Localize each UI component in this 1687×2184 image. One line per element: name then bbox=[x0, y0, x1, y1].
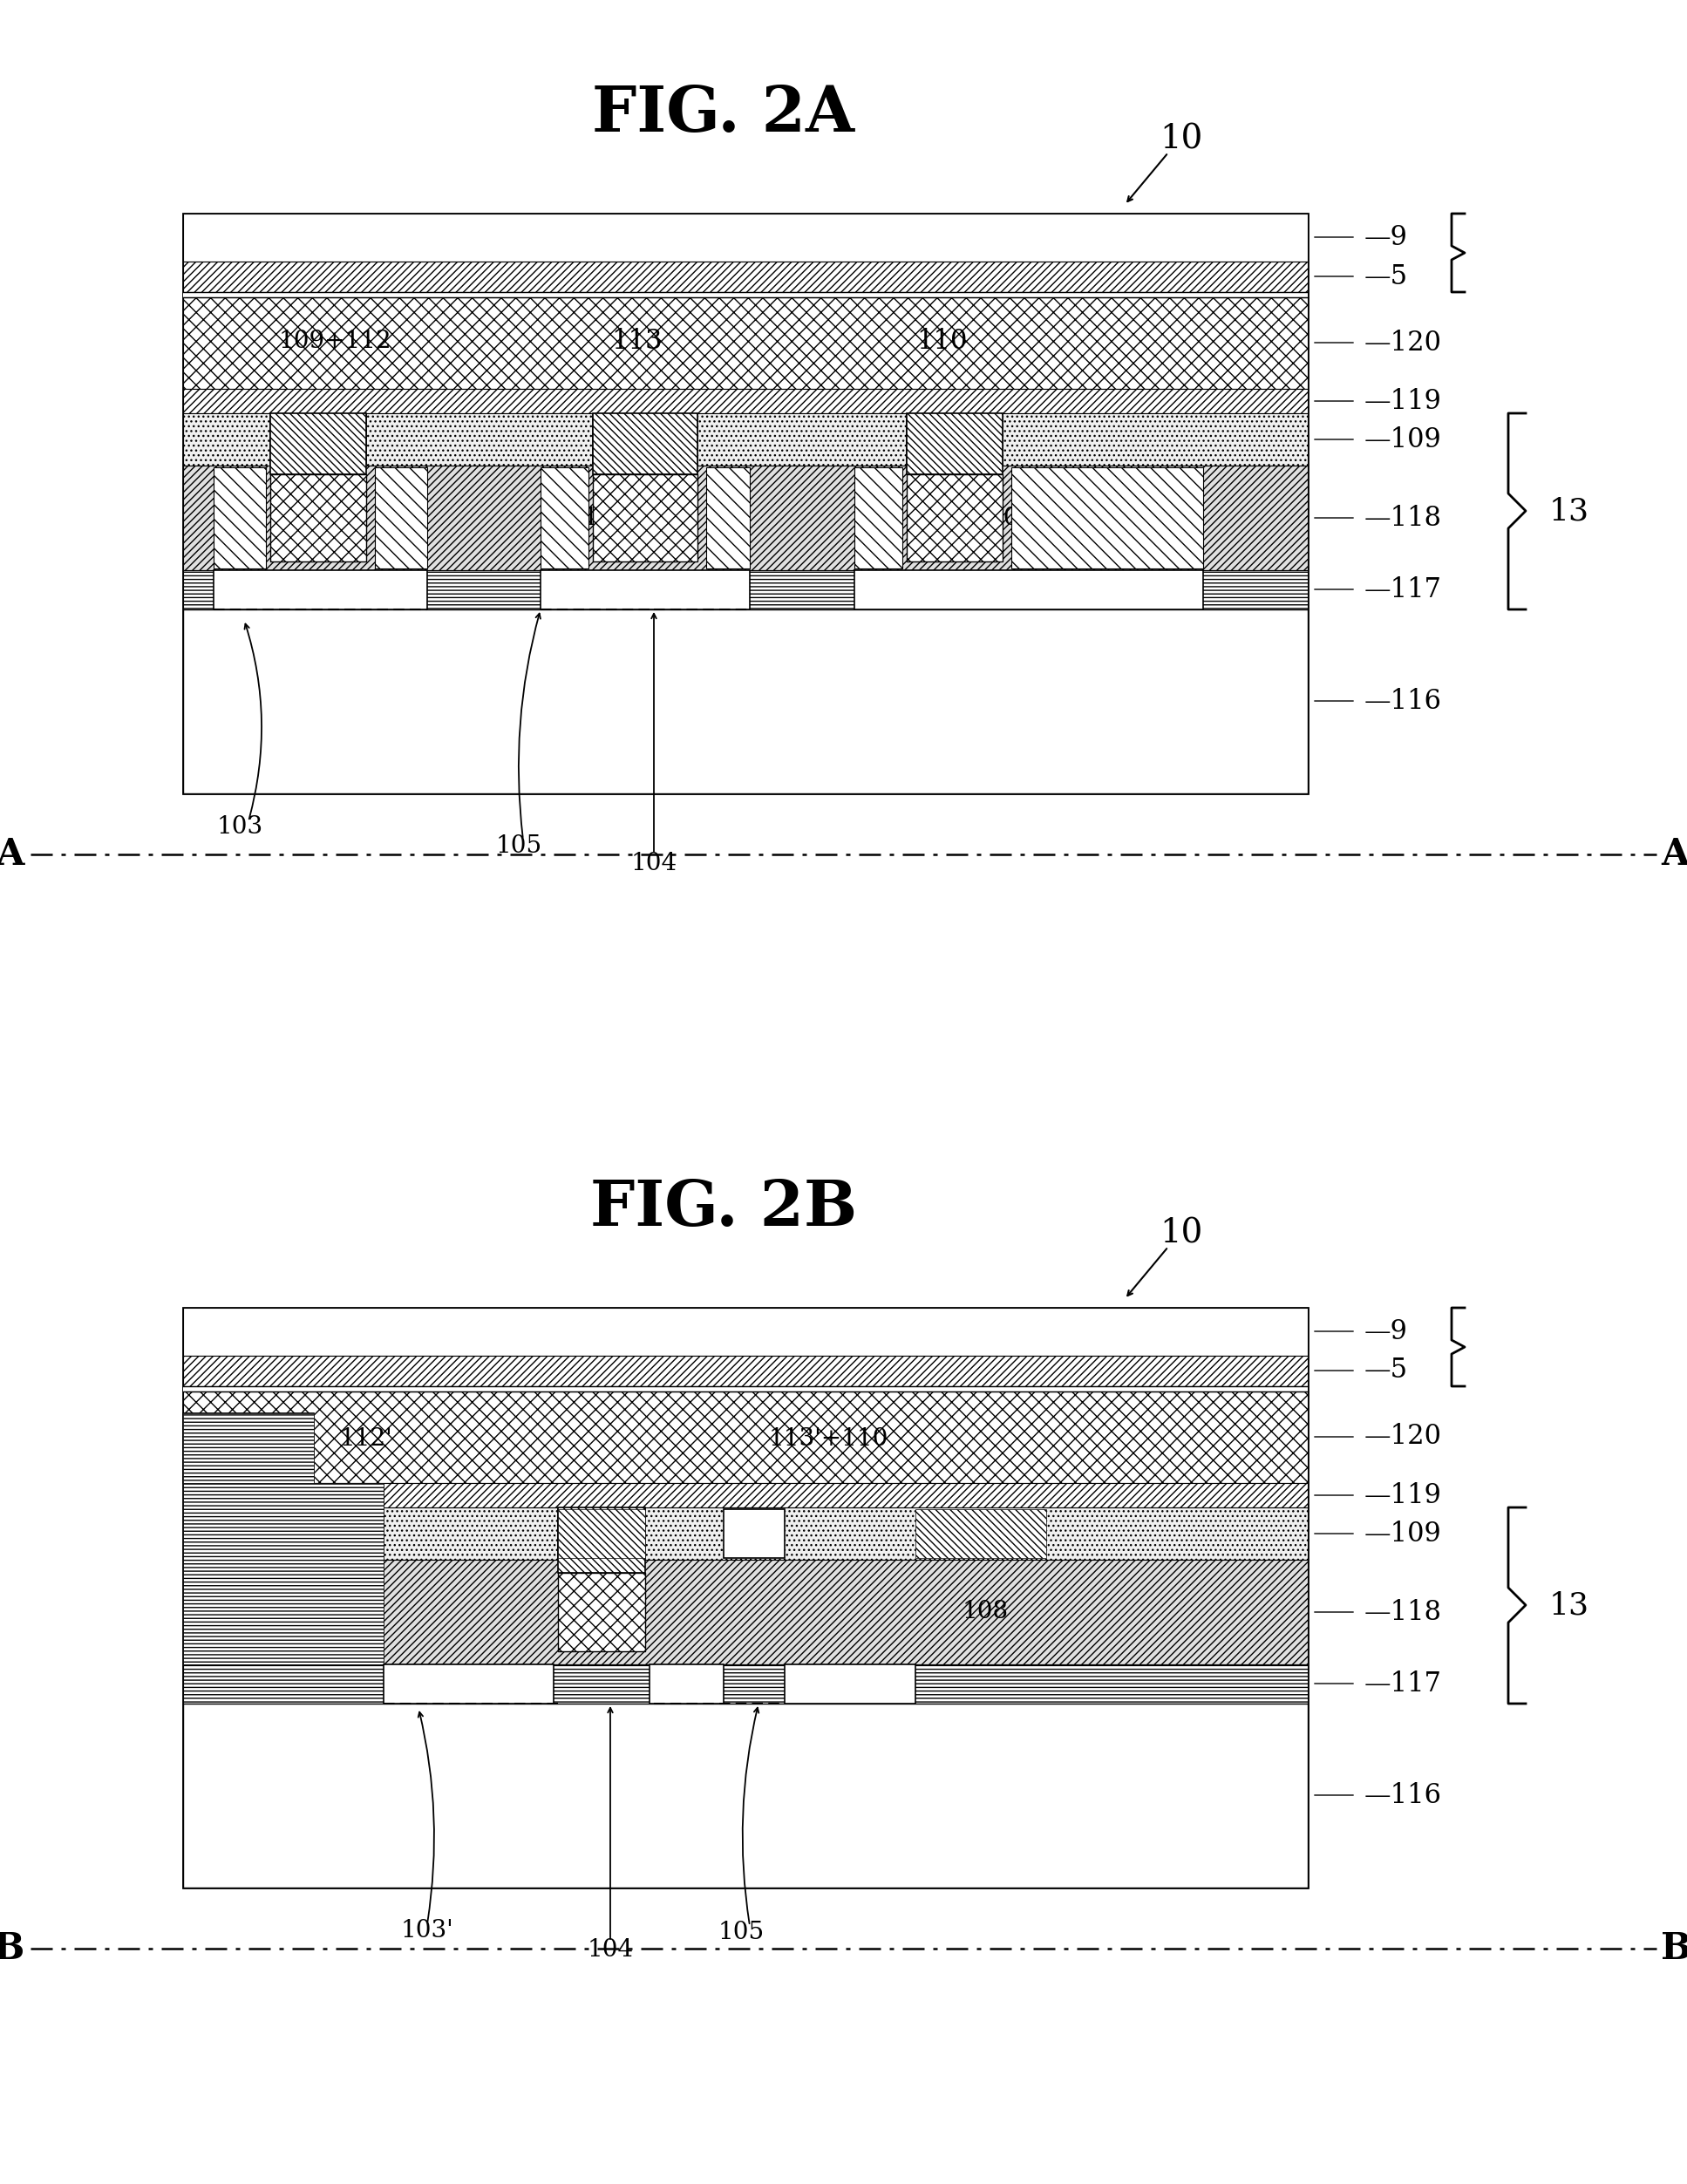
Bar bbox=[724, 1509, 784, 1557]
Text: 113'+110: 113'+110 bbox=[768, 1428, 887, 1450]
Bar bbox=[184, 609, 1307, 793]
Text: 113: 113 bbox=[611, 328, 661, 354]
Bar bbox=[592, 415, 697, 463]
Bar bbox=[558, 1509, 644, 1557]
Bar bbox=[270, 415, 366, 463]
Text: —117: —117 bbox=[1365, 577, 1442, 603]
Bar bbox=[916, 1509, 1046, 1557]
Bar bbox=[270, 413, 366, 474]
Bar bbox=[184, 214, 1307, 793]
Bar bbox=[184, 1559, 1307, 1664]
Bar bbox=[184, 214, 1307, 262]
Text: 10: 10 bbox=[1159, 122, 1203, 155]
Bar bbox=[540, 570, 749, 609]
Bar bbox=[184, 262, 1307, 293]
Bar bbox=[375, 467, 427, 568]
Text: —109: —109 bbox=[1365, 1520, 1442, 1546]
Text: 117: 117 bbox=[582, 507, 629, 531]
Bar bbox=[707, 467, 749, 568]
Text: —119: —119 bbox=[1365, 387, 1442, 415]
Text: —5: —5 bbox=[1365, 262, 1409, 290]
Text: —120: —120 bbox=[1365, 330, 1442, 356]
Text: 105: 105 bbox=[496, 834, 542, 858]
Bar bbox=[592, 413, 697, 474]
Text: —109: —109 bbox=[1365, 426, 1442, 452]
Text: —119: —119 bbox=[1365, 1481, 1442, 1509]
Bar bbox=[558, 1572, 644, 1651]
Bar bbox=[214, 570, 427, 609]
Text: 101: 101 bbox=[223, 507, 268, 531]
Text: 10: 10 bbox=[1159, 1216, 1203, 1249]
Bar bbox=[1011, 467, 1203, 568]
Text: 2: 2 bbox=[201, 1431, 218, 1457]
Bar bbox=[184, 1387, 1307, 1391]
Text: 108: 108 bbox=[962, 1601, 1009, 1625]
Text: 103': 103' bbox=[402, 1920, 454, 1944]
Bar bbox=[184, 1308, 1307, 1356]
Text: —118: —118 bbox=[1365, 505, 1442, 531]
Bar bbox=[906, 415, 1002, 463]
Bar bbox=[184, 389, 1307, 413]
Bar bbox=[214, 467, 267, 568]
Text: A: A bbox=[0, 836, 24, 874]
Text: FIG. 2B: FIG. 2B bbox=[590, 1177, 857, 1238]
Bar bbox=[184, 413, 1307, 465]
Bar bbox=[184, 1308, 1307, 1887]
Text: 110: 110 bbox=[916, 328, 967, 354]
Text: 107': 107' bbox=[567, 1522, 619, 1546]
Text: —5: —5 bbox=[1365, 1356, 1409, 1385]
Text: 13: 13 bbox=[1549, 496, 1589, 526]
Text: 104: 104 bbox=[587, 1939, 633, 1961]
Bar bbox=[184, 1483, 1307, 1507]
Bar bbox=[184, 1507, 1307, 1559]
Text: 107: 107 bbox=[309, 428, 354, 452]
Bar bbox=[649, 1664, 724, 1704]
Bar bbox=[854, 467, 903, 568]
Bar bbox=[540, 467, 589, 568]
Text: 112': 112' bbox=[339, 1428, 393, 1450]
Text: 13: 13 bbox=[1549, 1590, 1589, 1621]
Text: 109+112: 109+112 bbox=[278, 330, 391, 352]
Bar bbox=[184, 297, 1307, 389]
Bar bbox=[906, 413, 1002, 474]
Bar bbox=[184, 465, 1307, 570]
Text: —9: —9 bbox=[1365, 1317, 1409, 1345]
Bar bbox=[270, 415, 366, 463]
Text: —9: —9 bbox=[1365, 223, 1409, 251]
Text: —116: —116 bbox=[1365, 1782, 1442, 1808]
Bar bbox=[184, 1413, 314, 1483]
Bar bbox=[184, 1391, 1307, 1483]
Text: —116: —116 bbox=[1365, 688, 1442, 714]
Bar bbox=[854, 570, 1203, 609]
Bar bbox=[184, 1483, 383, 1664]
Bar bbox=[184, 570, 1307, 609]
Text: 104: 104 bbox=[631, 852, 676, 876]
Text: 103: 103 bbox=[216, 815, 263, 839]
Bar bbox=[906, 415, 1002, 463]
Text: 102: 102 bbox=[238, 1601, 285, 1625]
Bar bbox=[184, 1413, 314, 1483]
Bar bbox=[558, 1507, 644, 1572]
Text: —118: —118 bbox=[1365, 1599, 1442, 1625]
Bar bbox=[184, 1356, 1307, 1387]
Bar bbox=[383, 1664, 553, 1704]
Text: FIG. 2A: FIG. 2A bbox=[592, 83, 855, 144]
Bar bbox=[184, 1704, 1307, 1887]
Bar bbox=[906, 474, 1002, 561]
Text: —117: —117 bbox=[1365, 1671, 1442, 1697]
Bar bbox=[184, 293, 1307, 297]
Bar bbox=[784, 1664, 916, 1704]
Bar bbox=[592, 474, 697, 561]
Bar bbox=[270, 474, 366, 561]
Text: 108: 108 bbox=[989, 507, 1034, 531]
Bar bbox=[558, 1509, 644, 1557]
Bar bbox=[592, 415, 697, 463]
Text: B': B' bbox=[1660, 1931, 1687, 1968]
Text: B: B bbox=[0, 1931, 24, 1968]
Bar bbox=[184, 1664, 1307, 1704]
Text: A': A' bbox=[1660, 836, 1687, 874]
Text: —120: —120 bbox=[1365, 1424, 1442, 1450]
Text: 105: 105 bbox=[719, 1922, 764, 1944]
